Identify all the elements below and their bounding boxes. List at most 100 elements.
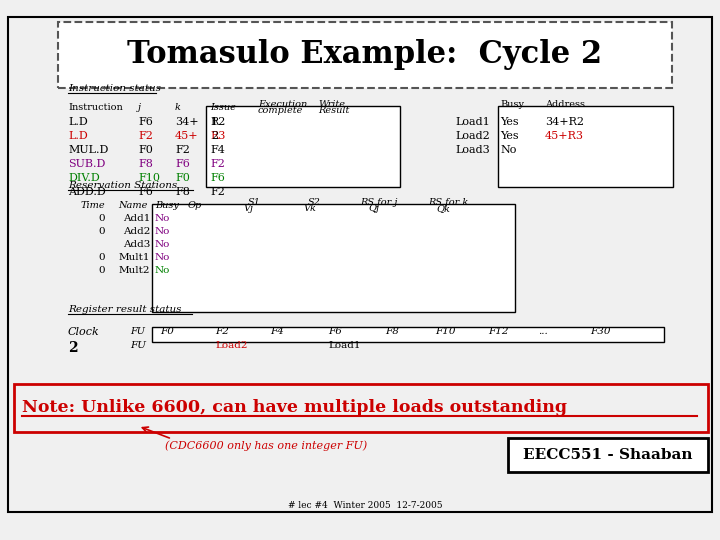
Text: MUL.D: MUL.D bbox=[68, 145, 109, 155]
Text: S1: S1 bbox=[248, 198, 261, 207]
Text: F2: F2 bbox=[138, 131, 153, 141]
Text: No: No bbox=[155, 214, 171, 223]
Text: F6: F6 bbox=[210, 173, 225, 183]
Text: ...: ... bbox=[538, 327, 548, 336]
Text: 0: 0 bbox=[99, 266, 105, 275]
Text: No: No bbox=[155, 240, 171, 249]
Text: Note: Unlike 6600, can have multiple loads outstanding: Note: Unlike 6600, can have multiple loa… bbox=[22, 400, 567, 416]
Bar bbox=[58, 22, 672, 88]
Text: Time: Time bbox=[81, 201, 105, 210]
Text: SUB.D: SUB.D bbox=[68, 159, 105, 169]
Text: Busy: Busy bbox=[500, 100, 524, 109]
Text: 0: 0 bbox=[99, 227, 105, 236]
Text: F2: F2 bbox=[210, 187, 225, 197]
Text: F4: F4 bbox=[270, 327, 284, 336]
Text: 45+R3: 45+R3 bbox=[545, 131, 584, 141]
Bar bbox=[152, 204, 515, 312]
Text: F6: F6 bbox=[138, 187, 153, 197]
Text: F6: F6 bbox=[328, 327, 342, 336]
Text: Yes: Yes bbox=[500, 117, 518, 127]
Text: 1: 1 bbox=[211, 117, 218, 127]
Text: Address: Address bbox=[545, 100, 585, 109]
Text: Op: Op bbox=[188, 201, 202, 210]
Text: F8: F8 bbox=[138, 159, 153, 169]
Text: F10: F10 bbox=[138, 173, 160, 183]
Text: 2: 2 bbox=[68, 341, 78, 355]
Text: F12: F12 bbox=[488, 327, 508, 336]
Text: F6: F6 bbox=[175, 159, 190, 169]
Text: Qk: Qk bbox=[436, 204, 450, 213]
Text: F8: F8 bbox=[385, 327, 399, 336]
Text: Mult2: Mult2 bbox=[119, 266, 150, 275]
Text: F0: F0 bbox=[138, 145, 153, 155]
Text: F30: F30 bbox=[590, 327, 611, 336]
Text: F6: F6 bbox=[138, 117, 153, 127]
Text: Add1: Add1 bbox=[122, 214, 150, 223]
Text: No: No bbox=[500, 145, 516, 155]
Text: Load1: Load1 bbox=[328, 341, 361, 350]
Text: No: No bbox=[155, 253, 171, 262]
Text: FU: FU bbox=[130, 327, 145, 336]
Text: 34+R2: 34+R2 bbox=[545, 117, 584, 127]
Text: Yes: Yes bbox=[500, 131, 518, 141]
Text: Reservation Stations: Reservation Stations bbox=[68, 181, 177, 190]
Text: Vj: Vj bbox=[243, 204, 253, 213]
Text: F0: F0 bbox=[160, 327, 174, 336]
Text: Execution: Execution bbox=[258, 100, 307, 109]
Text: complete: complete bbox=[258, 106, 303, 115]
Text: Issue: Issue bbox=[210, 103, 236, 112]
Bar bbox=[498, 106, 673, 187]
Text: EECC551 - Shaaban: EECC551 - Shaaban bbox=[523, 448, 693, 462]
Text: Tomasulo Example:  Cycle 2: Tomasulo Example: Cycle 2 bbox=[127, 39, 603, 71]
Text: R3: R3 bbox=[210, 131, 225, 141]
Text: L.D: L.D bbox=[68, 131, 88, 141]
Text: Mult1: Mult1 bbox=[119, 253, 150, 262]
Text: 2: 2 bbox=[211, 131, 218, 141]
Text: FU: FU bbox=[130, 341, 146, 350]
Text: 0: 0 bbox=[99, 253, 105, 262]
Text: F2: F2 bbox=[175, 145, 190, 155]
Text: Register result status: Register result status bbox=[68, 305, 181, 314]
Text: Load2: Load2 bbox=[455, 131, 490, 141]
Text: Add3: Add3 bbox=[122, 240, 150, 249]
Text: F2: F2 bbox=[210, 159, 225, 169]
Text: F4: F4 bbox=[210, 145, 225, 155]
Bar bbox=[206, 106, 400, 187]
Text: Add2: Add2 bbox=[122, 227, 150, 236]
Text: F0: F0 bbox=[175, 173, 190, 183]
Text: S2: S2 bbox=[308, 198, 321, 207]
Text: R2: R2 bbox=[210, 117, 225, 127]
Text: F8: F8 bbox=[175, 187, 190, 197]
Text: # lec #4  Winter 2005  12-7-2005: # lec #4 Winter 2005 12-7-2005 bbox=[288, 502, 442, 510]
Text: Result: Result bbox=[318, 106, 349, 115]
Text: 45+: 45+ bbox=[175, 131, 199, 141]
Text: L.D: L.D bbox=[68, 117, 88, 127]
Text: Vk: Vk bbox=[303, 204, 316, 213]
Text: 0: 0 bbox=[99, 214, 105, 223]
Text: No: No bbox=[155, 227, 171, 236]
Text: 34+: 34+ bbox=[175, 117, 199, 127]
Text: Instruction status: Instruction status bbox=[68, 84, 161, 93]
Text: No: No bbox=[155, 266, 171, 275]
Text: Load2: Load2 bbox=[215, 341, 248, 350]
Text: ADD.D: ADD.D bbox=[68, 187, 106, 197]
Bar bbox=[508, 438, 708, 472]
Text: j: j bbox=[138, 103, 141, 112]
Text: Load3: Load3 bbox=[455, 145, 490, 155]
Text: DIV.D: DIV.D bbox=[68, 173, 100, 183]
Text: Qj: Qj bbox=[368, 204, 379, 213]
Text: Write: Write bbox=[318, 100, 345, 109]
Text: k: k bbox=[175, 103, 181, 112]
Bar bbox=[152, 327, 664, 342]
Text: Load1: Load1 bbox=[455, 117, 490, 127]
Text: Clock: Clock bbox=[68, 327, 100, 337]
Text: RS for k: RS for k bbox=[428, 198, 468, 207]
Text: F2: F2 bbox=[215, 327, 229, 336]
Bar bbox=[14, 384, 708, 432]
Text: F10: F10 bbox=[435, 327, 456, 336]
Text: RS for j: RS for j bbox=[360, 198, 397, 207]
Text: Instruction: Instruction bbox=[68, 103, 122, 112]
Text: (CDC6600 only has one integer FU): (CDC6600 only has one integer FU) bbox=[165, 440, 367, 450]
Text: Name: Name bbox=[119, 201, 148, 210]
Text: Busy: Busy bbox=[155, 201, 179, 210]
